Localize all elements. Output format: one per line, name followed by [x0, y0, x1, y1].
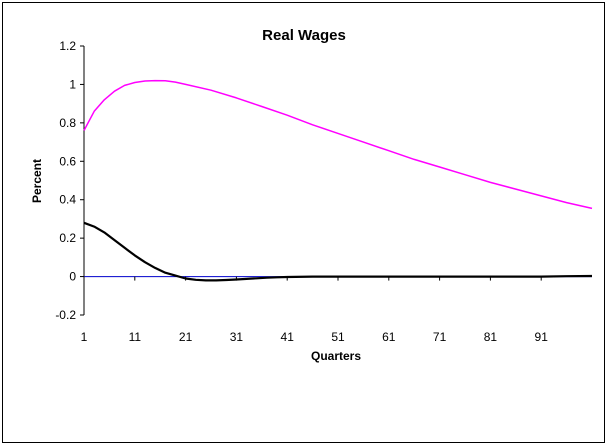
- y-axis-label: Percent: [30, 159, 44, 203]
- x-tick-label: 71: [433, 330, 447, 344]
- y-tick-label: 0.8: [59, 116, 76, 130]
- y-tick-label: 0.6: [59, 154, 76, 168]
- chart-svg: Real Wages Percent Quarters -0.2 0 0.2 0.4 0…: [30, 27, 593, 363]
- chart-frame: Real Wages Percent Quarters -0.2 0 0.2 0.4 0…: [2, 2, 605, 443]
- series-group: [83, 79, 593, 282]
- x-tick-label: 51: [331, 330, 345, 344]
- x-tick-label: 81: [484, 330, 498, 344]
- x-tick-label: 31: [230, 330, 244, 344]
- y-tick-label: 0.4: [59, 193, 76, 207]
- x-tick-label: 41: [281, 330, 295, 344]
- y-tick-label: -0.2: [55, 308, 76, 322]
- x-tick-label: 91: [535, 330, 549, 344]
- x-tick-label: 11: [129, 330, 142, 344]
- y-tick-label: 1: [69, 77, 76, 91]
- y-tick-label: 0: [69, 270, 76, 284]
- series-line-1: [83, 79, 593, 210]
- y-tick-label: 0.2: [59, 231, 76, 245]
- y-tick-label: 1.2: [59, 39, 76, 53]
- x-axis-label: Quarters: [311, 349, 361, 363]
- x-tick-label: 61: [382, 330, 396, 344]
- x-tick-label: 21: [179, 330, 193, 344]
- series-line-2: [83, 221, 593, 282]
- axes: -0.200.20.40.60.811.21 11 21 31 41 51 61 71 81 91: [55, 39, 592, 344]
- x-tick-label: 1: [81, 330, 88, 344]
- chart-title: Real Wages: [262, 27, 346, 44]
